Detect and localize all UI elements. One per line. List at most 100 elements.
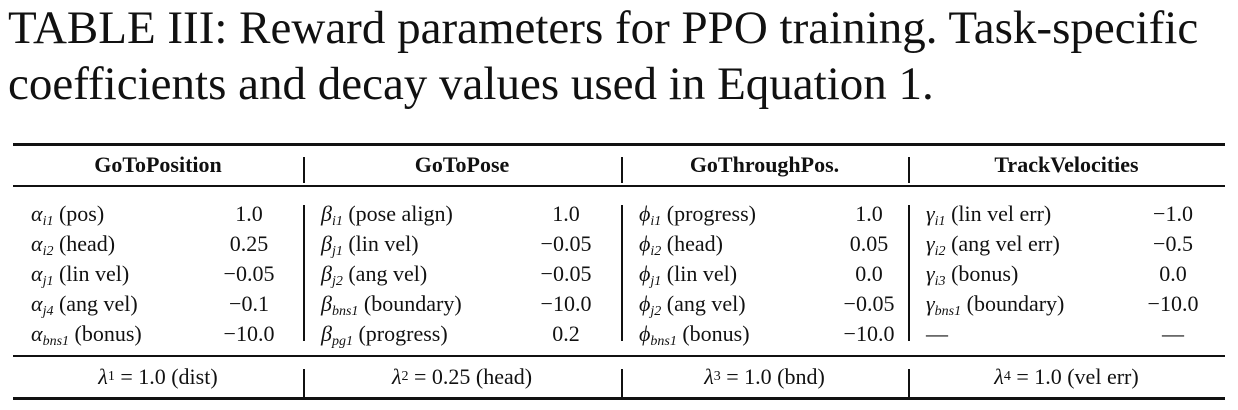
parameter-symbol: ϕ	[639, 261, 651, 286]
parameter-value: 1.0	[855, 201, 883, 226]
parameter-subscript: i1	[42, 214, 54, 229]
parameter-label: ϕi1 (progress)	[639, 199, 756, 237]
parameter-symbol: α	[31, 201, 43, 226]
parameter-value: —	[1162, 321, 1184, 346]
parameter-description: (pos)	[58, 201, 105, 226]
table-row: αj4 (ang vel) −0.1	[31, 289, 303, 319]
table-row: αbns1 (bonus) −10.0	[31, 319, 303, 349]
parameter-value: 0.0	[1159, 261, 1187, 286]
table-row: βpg1 (progress) 0.2	[321, 319, 621, 349]
column-separator	[621, 205, 623, 341]
parameter-value: −1.0	[1153, 201, 1193, 226]
column-header: GoToPosition	[94, 152, 222, 177]
table-row: αj1 (lin vel) −0.05	[31, 259, 303, 289]
table-row: βj1 (lin vel) −0.05	[321, 229, 621, 259]
parameter-subscript: bns1	[934, 304, 962, 319]
parameter-label: αi1 (pos)	[31, 199, 104, 237]
table-row: — —	[926, 319, 1225, 349]
parameter-description: (ang vel)	[666, 291, 746, 316]
table-header-rule	[13, 185, 1225, 187]
parameter-subscript: j1	[331, 244, 343, 259]
parameter-description: (head)	[58, 231, 116, 256]
parameter-subscript: i1	[331, 214, 343, 229]
parameter-subscript: i1	[650, 214, 662, 229]
decay-text: = 1.0 (vel err)	[1010, 364, 1139, 389]
parameter-label: αi2 (head)	[31, 229, 115, 267]
parameter-subscript: i1	[934, 214, 946, 229]
column-separator	[908, 369, 910, 399]
parameter-symbol: ϕ	[639, 321, 651, 346]
table-row: βbns1 (boundary) −10.0	[321, 289, 621, 319]
parameter-value: 0.25	[229, 231, 269, 256]
column-separator	[621, 157, 623, 183]
parameter-description: (bonus)	[682, 321, 750, 346]
parameter-label: γbns1 (boundary)	[926, 289, 1064, 327]
parameter-value: −10.0	[540, 291, 592, 316]
parameter-label: αj1 (lin vel)	[31, 259, 129, 297]
parameter-description: (ang vel err)	[951, 231, 1060, 256]
parameter-subscript: i2	[42, 244, 54, 259]
decay-symbol: λ	[704, 364, 714, 389]
column-separator	[908, 157, 910, 183]
decay-symbol: λ	[98, 364, 108, 389]
parameter-description: —	[926, 321, 948, 346]
decay-text: = 1.0 (bnd)	[720, 364, 825, 389]
column-separator	[303, 157, 305, 183]
parameter-label: ϕj2 (ang vel)	[639, 289, 746, 327]
parameter-label: ϕbns1 (bonus)	[639, 319, 750, 357]
parameter-label: βj1 (lin vel)	[321, 229, 419, 267]
parameter-label: γi3 (bonus)	[926, 259, 1018, 297]
parameter-label: βj2 (ang vel)	[321, 259, 427, 297]
parameter-symbol: γ	[926, 231, 935, 256]
parameter-value: −0.1	[229, 291, 269, 316]
parameter-description: (progress)	[358, 321, 448, 346]
parameter-label: βbns1 (boundary)	[321, 289, 462, 327]
table-row: γi3 (bonus) 0.0	[926, 259, 1225, 289]
parameter-label: βi1 (pose align)	[321, 199, 453, 237]
parameter-symbol: β	[321, 231, 332, 256]
parameter-subscript: bns1	[331, 304, 359, 319]
parameter-label: —	[926, 319, 948, 349]
column-separator	[303, 205, 305, 341]
parameter-description: (bonus)	[951, 261, 1019, 286]
table-row: ϕj2 (ang vel) −0.05	[639, 289, 908, 319]
parameter-subscript: j2	[650, 304, 662, 319]
parameter-subscript: i2	[934, 244, 946, 259]
parameter-label: ϕi2 (head)	[639, 229, 723, 267]
table-bottom-rule	[13, 397, 1225, 400]
parameter-label: γi1 (lin vel err)	[926, 199, 1051, 237]
reward-parameters-table: GoToPosition αi1 (pos) 1.0 αi2 (head) 0.25 αj…	[13, 143, 1225, 401]
parameter-symbol: α	[31, 321, 43, 346]
column-header: GoToPose	[414, 152, 510, 177]
decay-symbol: λ	[391, 364, 402, 389]
parameter-symbol: γ	[926, 291, 935, 316]
table-row: ϕbns1 (bonus) −10.0	[639, 319, 908, 349]
decay-subscript: 4	[1003, 369, 1011, 384]
parameter-label: αbns1 (bonus)	[31, 319, 142, 357]
parameter-subscript: j2	[331, 274, 343, 289]
parameter-symbol: α	[31, 231, 43, 256]
parameter-description: (lin vel)	[666, 261, 738, 286]
parameter-description: (ang vel)	[348, 261, 428, 286]
table-row: γi1 (lin vel err) −1.0	[926, 199, 1225, 229]
parameter-value: −10.0	[843, 321, 895, 346]
parameter-symbol: β	[321, 201, 332, 226]
parameter-value: 1.0	[235, 201, 263, 226]
parameter-description: (pose align)	[348, 201, 453, 226]
table-row: αi1 (pos) 1.0	[31, 199, 303, 229]
decay-subscript: 3	[713, 369, 721, 384]
parameter-symbol: α	[31, 261, 43, 286]
parameter-value: −0.05	[223, 261, 275, 286]
decay-text: = 1.0 (dist)	[114, 364, 218, 389]
column-header: GoThroughPos.	[689, 152, 840, 177]
column-header: TrackVelocities	[994, 152, 1139, 177]
parameter-symbol: ϕ	[639, 231, 651, 256]
column-separator	[303, 369, 305, 399]
table-row: ϕi2 (head) 0.05	[639, 229, 908, 259]
parameter-value: 0.2	[552, 321, 580, 346]
parameter-label: ϕj1 (lin vel)	[639, 259, 737, 297]
table-caption: TABLE III: Reward parameters for PPO tra…	[8, 2, 1199, 110]
